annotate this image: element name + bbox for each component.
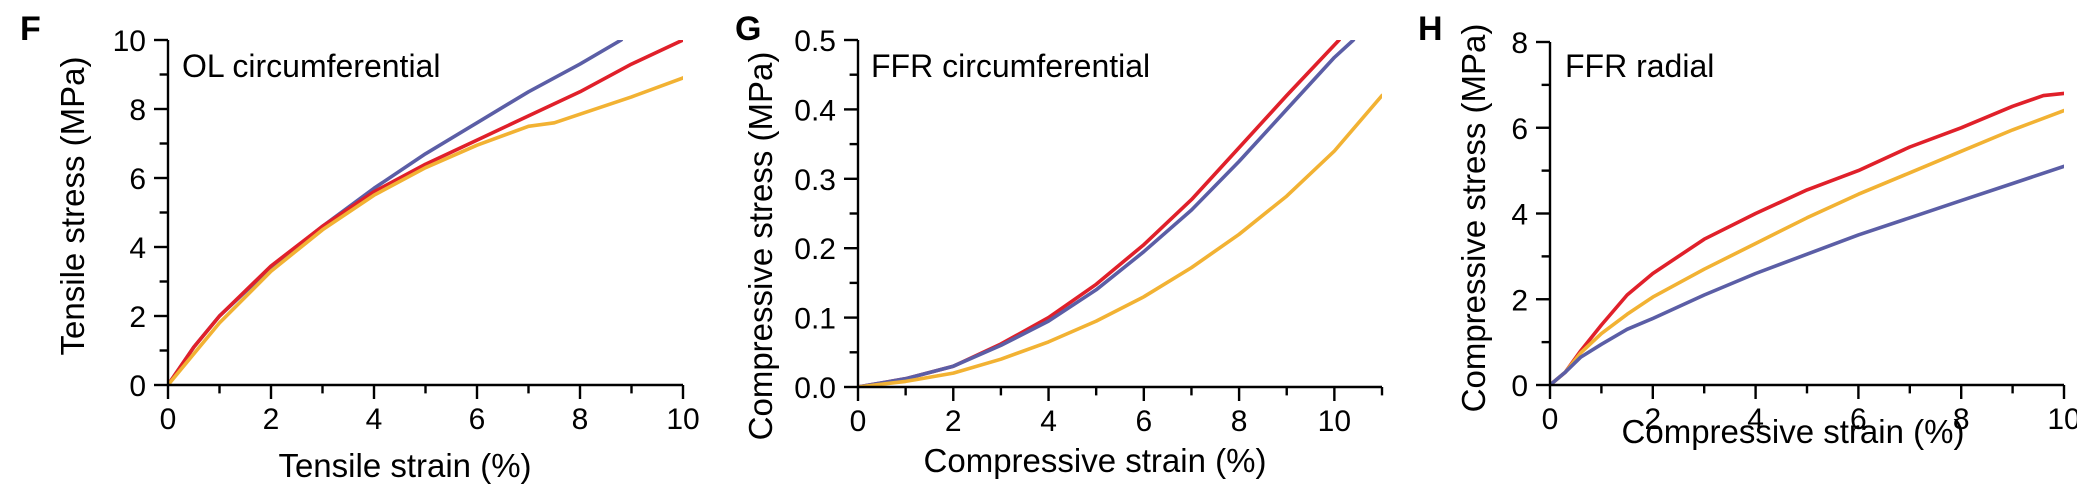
x-tick-label-f: 4 xyxy=(366,403,383,436)
series-line-h-2 xyxy=(1550,108,2064,385)
y-tick-label-f: 0 xyxy=(129,370,146,403)
x-tick-label-g: 0 xyxy=(850,405,867,438)
series-line-f-3 xyxy=(168,76,683,385)
y-tick-label-f: 4 xyxy=(129,232,146,265)
y-tick-label-f: 10 xyxy=(113,25,146,58)
chart-title-f: OL circumferential xyxy=(182,48,440,84)
series-line-f-1 xyxy=(168,40,624,385)
y-axis-label-f: Tensile stress (MPa) xyxy=(54,57,91,356)
x-axis-label-f: Tensile strain (%) xyxy=(278,447,531,484)
chart-title-g: FFR circumferential xyxy=(871,48,1150,84)
x-tick-label-h: 2 xyxy=(1644,403,1661,436)
x-tick-label-h: 10 xyxy=(2047,403,2077,436)
y-tick-label-g: 0.4 xyxy=(794,94,836,127)
series-group-g xyxy=(858,40,1382,387)
x-axis-label-h: Compressive strain (%) xyxy=(1622,413,1965,450)
series-line-f-2 xyxy=(168,40,683,385)
axis-frame-h xyxy=(1548,42,2064,387)
axis-frame-f xyxy=(166,40,683,387)
y-tick-label-h: 0 xyxy=(1511,370,1528,403)
x-tick-label-g: 10 xyxy=(1318,405,1351,438)
y-tick-label-f: 2 xyxy=(129,301,146,334)
panel-f: F OL circumferential Tensile stress (MPa… xyxy=(20,10,700,484)
series-line-h-3 xyxy=(1550,164,2064,385)
y-axis-label-h: Compressive stress (MPa) xyxy=(1455,24,1492,413)
panel-letter-g: G xyxy=(735,10,761,48)
x-tick-label-h: 6 xyxy=(1850,403,1867,436)
panel-letter-f: F xyxy=(20,10,41,48)
x-tick-label-h: 8 xyxy=(1953,403,1970,436)
y-tick-label-h: 6 xyxy=(1511,113,1528,146)
y-tick-label-h: 8 xyxy=(1511,27,1528,60)
series-group-f xyxy=(168,40,683,385)
panel-g: G FFR circumferential Compressive stress… xyxy=(735,10,1384,479)
x-tick-label-f: 8 xyxy=(572,403,589,436)
y-tick-label-g: 0.0 xyxy=(794,372,836,405)
series-line-g-2 xyxy=(858,40,1356,387)
series-line-h-1 xyxy=(1550,91,2064,385)
x-axis-label-g: Compressive strain (%) xyxy=(924,442,1267,479)
y-tick-label-g: 0.3 xyxy=(794,164,836,197)
panel-h: H FFR radial Compressive stress (MPa) Co… xyxy=(1418,10,2077,450)
y-tick-label-f: 8 xyxy=(129,94,146,127)
x-tick-label-g: 8 xyxy=(1231,405,1248,438)
chart-title-h: FFR radial xyxy=(1565,48,1714,84)
x-tick-label-f: 6 xyxy=(469,403,486,436)
y-tick-label-f: 6 xyxy=(129,163,146,196)
x-tick-label-h: 0 xyxy=(1542,403,1559,436)
series-line-g-3 xyxy=(858,93,1382,387)
x-tick-label-f: 0 xyxy=(160,403,177,436)
x-tick-label-h: 4 xyxy=(1747,403,1764,436)
y-tick-label-h: 2 xyxy=(1511,284,1528,317)
series-group-h xyxy=(1550,91,2064,385)
y-tick-label-g: 0.1 xyxy=(794,303,836,336)
y-tick-label-g: 0.5 xyxy=(794,25,836,58)
panel-letter-h: H xyxy=(1418,10,1443,48)
x-tick-label-f: 10 xyxy=(666,403,699,436)
y-tick-label-g: 0.2 xyxy=(794,233,836,266)
x-tick-label-g: 4 xyxy=(1040,405,1057,438)
x-tick-label-g: 2 xyxy=(945,405,962,438)
y-tick-label-h: 4 xyxy=(1511,199,1528,232)
x-tick-label-f: 2 xyxy=(263,403,280,436)
y-axis-label-g: Compressive stress (MPa) xyxy=(742,52,779,441)
x-tick-label-g: 6 xyxy=(1135,405,1152,438)
